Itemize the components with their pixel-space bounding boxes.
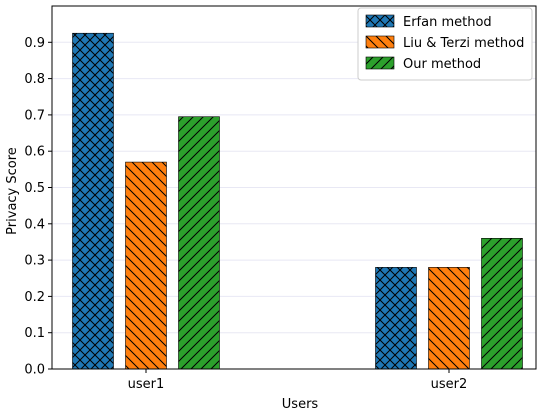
bar-hatch xyxy=(72,32,114,370)
legend-swatch-hatch xyxy=(365,56,395,70)
y-tick-label: 0.2 xyxy=(24,290,45,305)
x-axis-label: Users xyxy=(282,397,319,411)
bar-hatch xyxy=(178,116,220,370)
tick-labels: 0.0 0.1 0.2 0.3 0.4 0.5 0.6 0.7 0.8 0.9 user1 user2 xyxy=(24,36,467,392)
x-tick-label-user1: user1 xyxy=(128,377,165,392)
y-tick-label: 0.1 xyxy=(24,326,45,341)
plot-frame xyxy=(51,5,537,370)
axes xyxy=(48,5,537,373)
legend-swatch-hatch xyxy=(365,14,395,28)
legend-box xyxy=(357,7,533,81)
y-axis-label: Privacy Score xyxy=(5,147,20,235)
legend-swatch-hatch xyxy=(365,35,395,49)
y-tick-label: 0.8 xyxy=(24,72,45,87)
y-tick-label: 0.6 xyxy=(24,145,45,160)
x-tick-label-user2: user2 xyxy=(431,377,468,392)
bar-hatch xyxy=(481,238,523,370)
legend: Erfan method Liu & Terzi method Our method xyxy=(357,7,533,81)
y-tick-label: 0.9 xyxy=(24,36,45,51)
y-tick-label: 0.4 xyxy=(24,217,45,232)
y-tick-label: 0.5 xyxy=(24,181,45,196)
y-tick-label: 0.3 xyxy=(24,254,45,269)
y-tick-label: 0.7 xyxy=(24,108,45,123)
bar-hatch xyxy=(428,267,470,370)
bars xyxy=(72,32,523,370)
y-tick-label: 0.0 xyxy=(24,363,45,378)
legend-label: Our method xyxy=(403,57,481,72)
bar-hatch xyxy=(125,161,167,370)
legend-label: Erfan method xyxy=(403,15,492,30)
bar-hatch xyxy=(375,267,417,370)
legend-label: Liu & Terzi method xyxy=(403,36,524,51)
